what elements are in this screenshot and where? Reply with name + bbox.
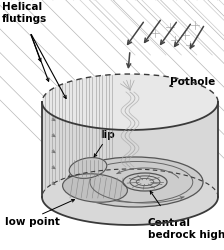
Text: Central
bedrock high: Central bedrock high (148, 218, 224, 240)
Text: low point: low point (5, 217, 60, 227)
Ellipse shape (67, 157, 203, 207)
Polygon shape (42, 74, 218, 130)
Ellipse shape (62, 174, 127, 202)
Text: lip: lip (100, 130, 115, 140)
Polygon shape (42, 102, 218, 225)
Text: Pothole: Pothole (170, 77, 215, 87)
Text: Helical
flutings: Helical flutings (2, 2, 47, 24)
Ellipse shape (69, 158, 107, 178)
